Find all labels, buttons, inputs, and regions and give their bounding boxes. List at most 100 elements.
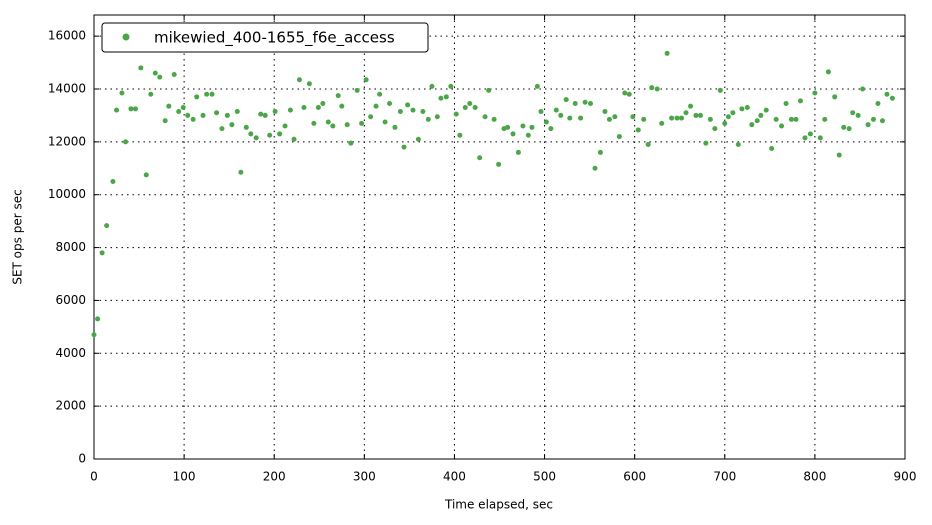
point — [567, 115, 573, 121]
point — [148, 91, 154, 97]
point — [553, 107, 559, 113]
point — [315, 105, 321, 110]
point — [622, 90, 628, 96]
point — [157, 74, 163, 80]
point — [180, 105, 186, 110]
point — [166, 103, 172, 109]
point — [253, 135, 259, 141]
point — [817, 135, 823, 141]
point — [243, 124, 249, 130]
point — [860, 86, 866, 92]
point — [420, 108, 426, 114]
point — [739, 106, 745, 112]
point — [712, 126, 718, 132]
point — [758, 112, 764, 118]
point — [793, 116, 799, 122]
point — [630, 114, 636, 120]
point — [832, 94, 838, 100]
point — [606, 116, 612, 122]
x-tick-label: 100 — [173, 470, 196, 484]
point — [654, 86, 660, 92]
point — [679, 115, 685, 121]
point — [277, 131, 283, 137]
point — [348, 140, 354, 146]
y-tick-label: 2000 — [55, 399, 86, 413]
x-tick-label: 600 — [623, 470, 646, 484]
point — [248, 131, 254, 137]
point — [486, 87, 492, 93]
point — [200, 112, 206, 118]
x-tick-label: 0 — [90, 470, 98, 484]
point — [194, 94, 200, 100]
point — [301, 105, 307, 110]
point — [889, 95, 895, 101]
y-tick-label: 8000 — [55, 240, 86, 254]
point — [320, 101, 326, 107]
point — [238, 169, 244, 175]
point — [262, 112, 268, 118]
point — [602, 108, 608, 114]
point — [401, 144, 407, 150]
point — [119, 90, 125, 96]
point — [572, 101, 578, 107]
point — [548, 126, 554, 132]
point — [171, 71, 177, 77]
point — [335, 93, 341, 99]
point — [754, 118, 760, 124]
point — [291, 136, 297, 142]
point — [725, 114, 731, 120]
point — [457, 132, 463, 138]
point — [438, 95, 444, 101]
point — [425, 116, 431, 122]
point — [855, 112, 861, 118]
point — [735, 142, 741, 147]
point — [588, 101, 594, 107]
point — [822, 116, 828, 122]
point — [515, 149, 521, 155]
point — [311, 120, 317, 126]
point — [214, 110, 220, 116]
point — [104, 223, 110, 229]
point — [306, 81, 312, 87]
point — [258, 111, 264, 117]
point — [664, 50, 670, 56]
point — [482, 114, 488, 120]
point — [879, 118, 885, 124]
point — [788, 116, 794, 122]
point — [779, 123, 785, 129]
y-tick-label: 6000 — [55, 293, 86, 307]
point — [282, 123, 288, 129]
point — [128, 106, 134, 112]
point — [558, 112, 564, 118]
point — [123, 139, 129, 145]
x-tick-label: 200 — [263, 470, 286, 484]
point — [543, 119, 549, 125]
point — [592, 165, 598, 171]
point — [392, 124, 398, 130]
point — [836, 152, 842, 158]
point — [287, 107, 293, 113]
point — [875, 101, 881, 107]
point — [659, 120, 665, 126]
point — [870, 116, 876, 122]
point — [448, 83, 454, 89]
point — [616, 134, 622, 140]
point — [185, 112, 191, 118]
y-tick-label: 16000 — [48, 29, 86, 43]
point — [703, 140, 709, 146]
point — [176, 108, 182, 114]
point — [429, 83, 435, 89]
point — [229, 122, 235, 128]
point — [491, 116, 497, 122]
point — [769, 145, 775, 151]
point — [382, 119, 388, 125]
y-tick-label: 14000 — [48, 82, 86, 96]
x-tick-label: 400 — [443, 470, 466, 484]
point — [477, 155, 483, 161]
point — [674, 115, 680, 121]
point — [635, 127, 641, 133]
point — [812, 90, 818, 96]
x-tick-label: 300 — [353, 470, 376, 484]
point — [387, 101, 393, 107]
point — [377, 91, 383, 97]
